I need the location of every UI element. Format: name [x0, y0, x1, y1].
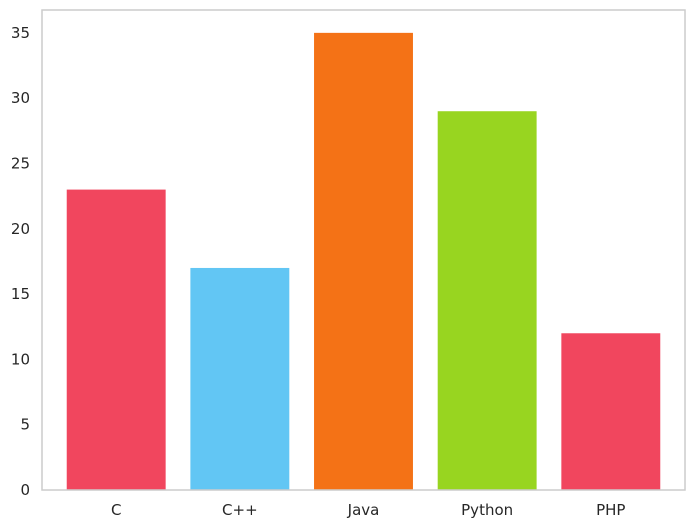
y-tick-label: 25: [11, 154, 30, 172]
bar-cplus: [190, 267, 290, 490]
bar-python: [437, 111, 537, 490]
bar-c: [66, 189, 166, 490]
x-tick-label: C++: [222, 501, 258, 519]
y-axis-ticks: 0 5 10 15 20 25 30 35: [11, 24, 30, 499]
y-tick-label: 10: [11, 350, 30, 368]
y-tick-label: 5: [20, 416, 30, 434]
x-tick-label: C: [111, 501, 121, 519]
y-tick-label: 35: [11, 24, 30, 42]
bar-java: [314, 32, 413, 490]
y-tick-label: 0: [20, 481, 30, 499]
x-tick-label: PHP: [596, 501, 625, 519]
y-tick-label: 30: [11, 89, 30, 107]
plot-frame: [41, 9, 686, 491]
bars-group: [66, 32, 661, 490]
x-axis-ticks: C C++ Java Python PHP: [111, 501, 626, 519]
bar-php: [561, 333, 661, 490]
x-tick-label: Java: [347, 501, 380, 519]
y-tick-label: 15: [11, 285, 30, 303]
y-tick-label: 20: [11, 220, 30, 238]
x-tick-label: Python: [461, 501, 513, 519]
